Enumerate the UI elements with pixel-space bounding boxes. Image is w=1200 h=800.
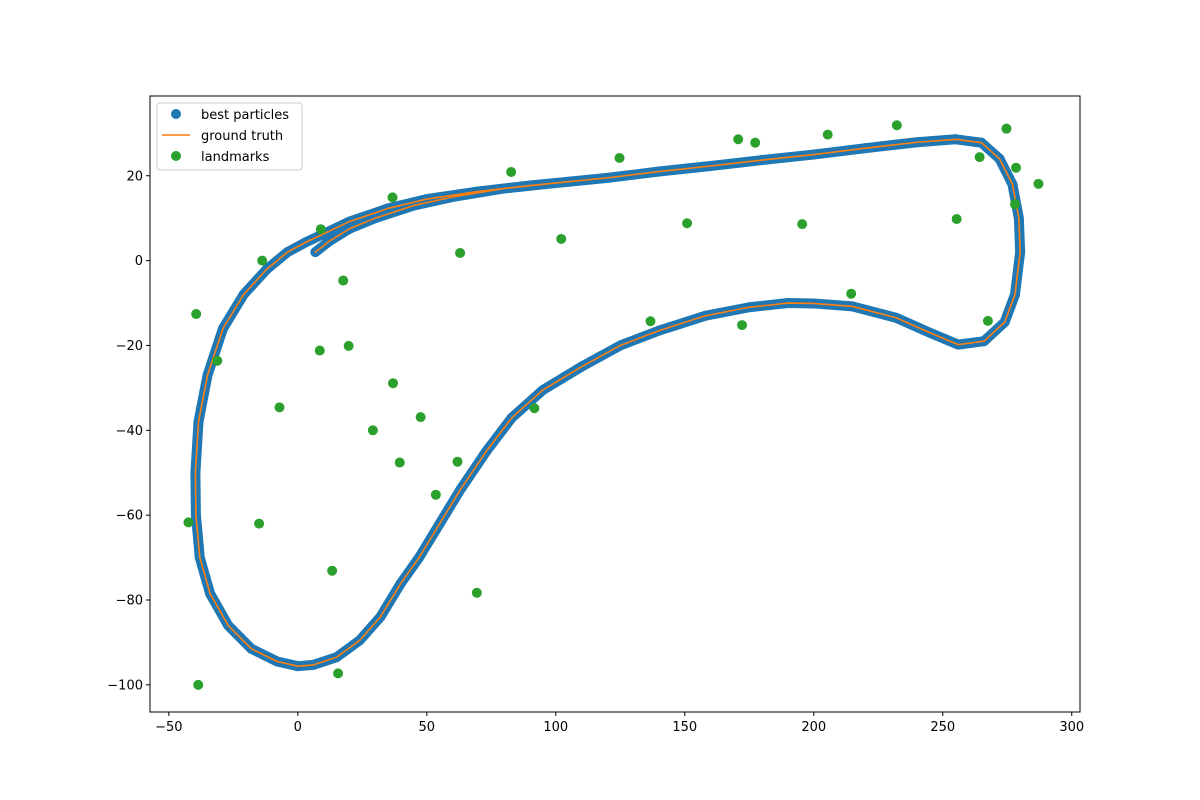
landmark-point (212, 355, 223, 366)
landmark-point (471, 587, 482, 598)
x-tick-label: 300 (1059, 720, 1084, 735)
x-tick-label: 250 (930, 720, 955, 735)
x-tick-label: 0 (294, 720, 302, 735)
landmark-point (529, 403, 540, 414)
landmark-point (333, 668, 344, 679)
landmark-point (388, 378, 399, 389)
landmark-point (254, 518, 265, 529)
landmark-point (737, 320, 748, 331)
landmark-point (982, 315, 993, 326)
landmark-point (367, 425, 378, 436)
y-axis: −100 −80 −60 −40 −20 0 20 (107, 169, 150, 693)
landmark-point (556, 233, 567, 244)
landmark-point (183, 517, 194, 528)
landmark-point (430, 489, 441, 500)
landmark-point (193, 679, 204, 690)
ground-truth-line (194, 138, 1021, 667)
landmark-point (415, 412, 426, 423)
landmark-point (891, 120, 902, 131)
legend-label-ground-truth: ground truth (201, 129, 283, 144)
x-tick-label: 100 (543, 720, 568, 735)
landmark-point (822, 129, 833, 140)
landmark-point (455, 247, 466, 258)
landmark-point (506, 166, 517, 177)
landmark-point (314, 345, 325, 356)
landmark-point (645, 316, 656, 327)
plot-frame (149, 95, 1081, 713)
y-tick-label: −20 (116, 339, 143, 354)
y-tick-label: −100 (107, 678, 143, 693)
x-tick-label: 200 (801, 720, 826, 735)
y-tick-label: 20 (126, 169, 143, 184)
landmark-point (1001, 123, 1012, 134)
landmark-point (733, 134, 744, 145)
legend-marker-landmarks (171, 151, 181, 161)
landmark-point (1033, 178, 1044, 189)
plot-area (150, 96, 1080, 712)
landmark-point (387, 192, 398, 203)
landmarks-layer (183, 120, 1044, 690)
landmark-point (750, 137, 761, 148)
landmark-point (846, 288, 857, 299)
landmark-point (452, 456, 463, 467)
landmark-point (191, 309, 202, 320)
landmark-point (614, 152, 625, 163)
x-axis: −50 0 50 100 150 200 250 300 (155, 712, 1084, 735)
y-tick-label: −60 (116, 509, 143, 524)
landmark-point (797, 219, 808, 230)
landmark-point (327, 565, 338, 576)
landmark-point (682, 218, 693, 229)
legend-label-best-particles: best particles (201, 108, 289, 123)
x-tick-label: 50 (419, 720, 436, 735)
y-tick-label: 0 (135, 254, 143, 269)
landmark-point (1009, 199, 1020, 210)
legend: best particles ground truth landmarks (156, 102, 303, 171)
landmark-point (338, 275, 349, 286)
legend-box (156, 102, 303, 171)
y-tick-label: −40 (116, 424, 143, 439)
landmark-point (257, 255, 268, 266)
ground-truth-line-layer (194, 138, 1021, 667)
landmark-point (274, 402, 285, 413)
x-tick-label: −50 (155, 720, 182, 735)
landmark-point (951, 214, 962, 225)
landmark-point (394, 457, 405, 468)
y-tick-label: −80 (116, 594, 143, 609)
legend-label-landmarks: landmarks (201, 150, 270, 165)
landmark-point (974, 152, 985, 163)
landmark-point (343, 340, 354, 351)
x-tick-label: 150 (672, 720, 697, 735)
landmark-point (1011, 162, 1022, 173)
landmark-point (315, 224, 326, 235)
legend-marker-best-particles (171, 109, 181, 119)
